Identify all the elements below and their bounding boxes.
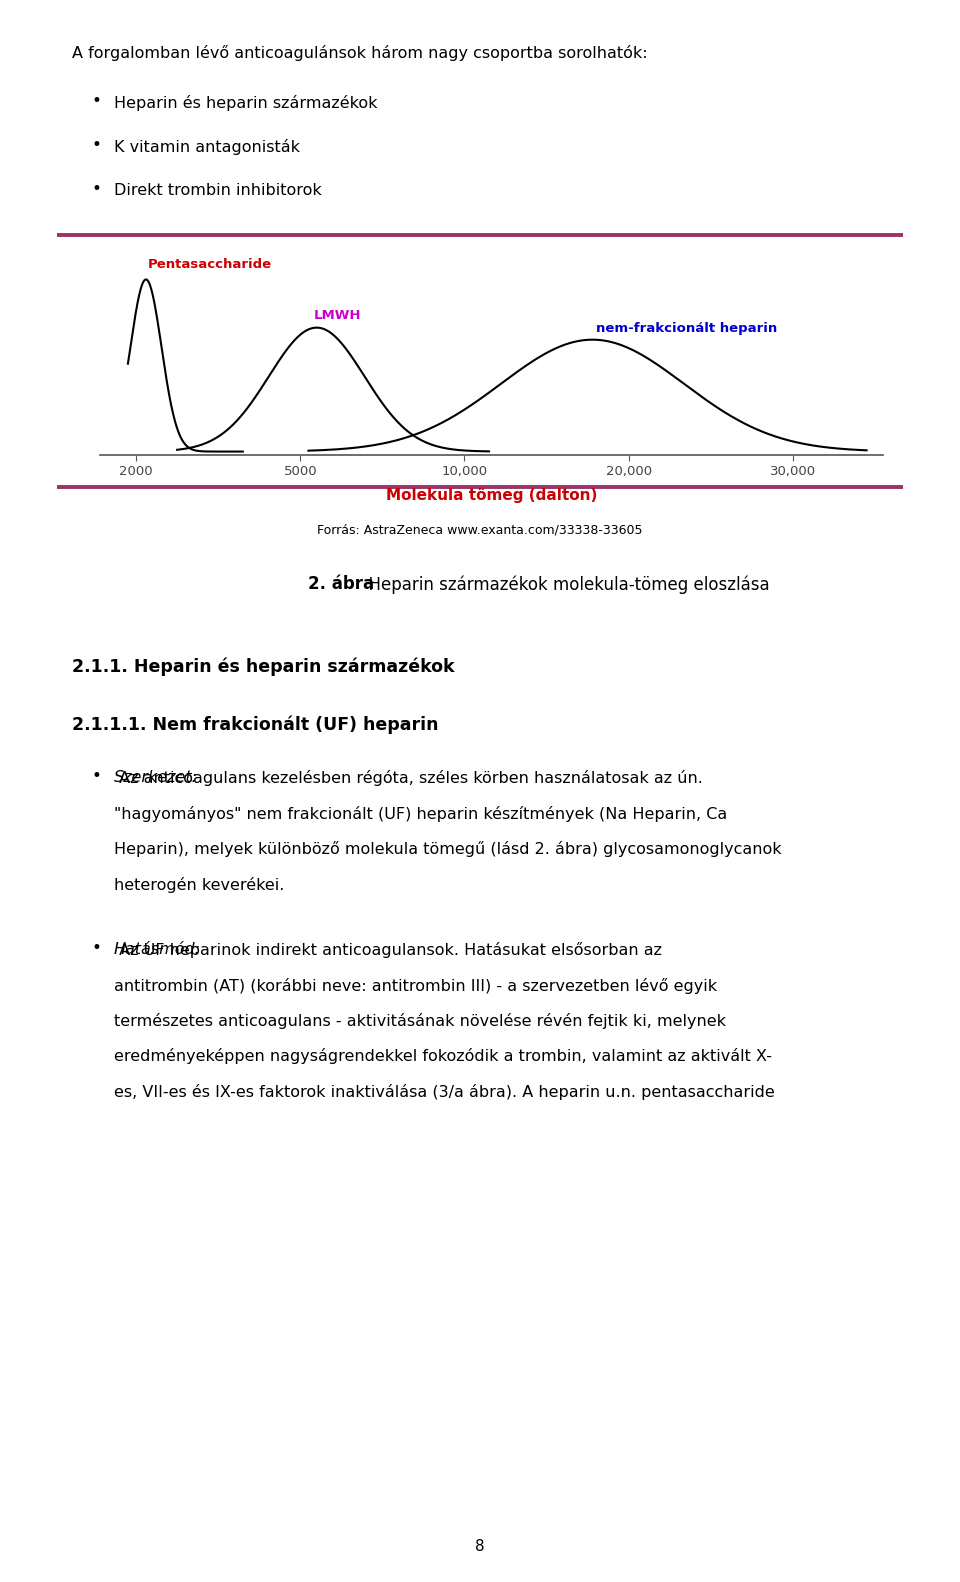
Text: •: • — [92, 92, 102, 111]
Text: Hatásmód:: Hatásmód: — [114, 941, 201, 957]
Text: heterogén keverékei.: heterogén keverékei. — [114, 876, 284, 892]
Text: 2.1.1.1. Nem frakcionált (UF) heparin: 2.1.1.1. Nem frakcionált (UF) heparin — [72, 715, 439, 734]
Text: 8: 8 — [475, 1539, 485, 1554]
Text: Pentasaccharide: Pentasaccharide — [148, 258, 272, 271]
Text: eredményeképpen nagyságrendekkel fokozódik a trombin, valamint az aktivált X-: eredményeképpen nagyságrendekkel fokozód… — [114, 1049, 772, 1065]
Text: természetes anticoagulans - aktivitásának növelése révén fejtik ki, melynek: természetes anticoagulans - aktivitásána… — [114, 1012, 726, 1028]
Text: •: • — [92, 180, 102, 198]
Text: es, VII-es és IX-es faktorok inaktiválása (3/a ábra). A heparin u.n. pentasaccha: es, VII-es és IX-es faktorok inaktiválás… — [114, 1084, 775, 1099]
Text: antitrombin (AT) (korábbi neve: antitrombin III) - a szervezetben lévő egyik: antitrombin (AT) (korábbi neve: antitrom… — [114, 978, 717, 993]
X-axis label: Molekula tömeg (dalton): Molekula tömeg (dalton) — [386, 489, 597, 503]
Text: nem-frakcionált heparin: nem-frakcionált heparin — [596, 321, 777, 334]
Text: Az UF heparinok indirekt anticoagulansok. Hatásukat elsősorban az: Az UF heparinok indirekt anticoagulansok… — [114, 941, 662, 959]
Text: Forrás: AstraZeneca www.exanta.com/33338-33605: Forrás: AstraZeneca www.exanta.com/33338… — [317, 524, 643, 536]
Text: Szerkezet:: Szerkezet: — [114, 770, 198, 785]
Text: 2. ábra: 2. ábra — [308, 574, 374, 593]
Text: 2.1.1. Heparin és heparin származékok: 2.1.1. Heparin és heparin származékok — [72, 657, 454, 676]
Text: A forgalomban lévő anticoagulánsok három nagy csoportba sorolhatók:: A forgalomban lévő anticoagulánsok három… — [72, 44, 648, 62]
Text: Direkt trombin inhibitorok: Direkt trombin inhibitorok — [114, 184, 322, 198]
Text: Heparin és heparin származékok: Heparin és heparin származékok — [114, 95, 377, 111]
Text: K vitamin antagonisták: K vitamin antagonisták — [114, 139, 300, 155]
Text: "hagyományos" nem frakcionált (UF) heparin készítmények (Na Heparin, Ca: "hagyományos" nem frakcionált (UF) hepar… — [114, 805, 728, 821]
Text: Heparin származékok molekula-tömeg eloszlása: Heparin származékok molekula-tömeg elosz… — [358, 574, 770, 593]
Text: •: • — [92, 940, 102, 957]
Text: •: • — [92, 136, 102, 153]
Text: Heparin), melyek különböző molekula tömegű (lásd 2. ábra) glycosamonoglycanok: Heparin), melyek különböző molekula töme… — [114, 842, 781, 857]
Text: •: • — [92, 767, 102, 785]
Text: LMWH: LMWH — [313, 310, 361, 323]
Text: Az anticoagulans kezelésben régóta, széles körben használatosak az ún.: Az anticoagulans kezelésben régóta, szél… — [114, 770, 703, 786]
